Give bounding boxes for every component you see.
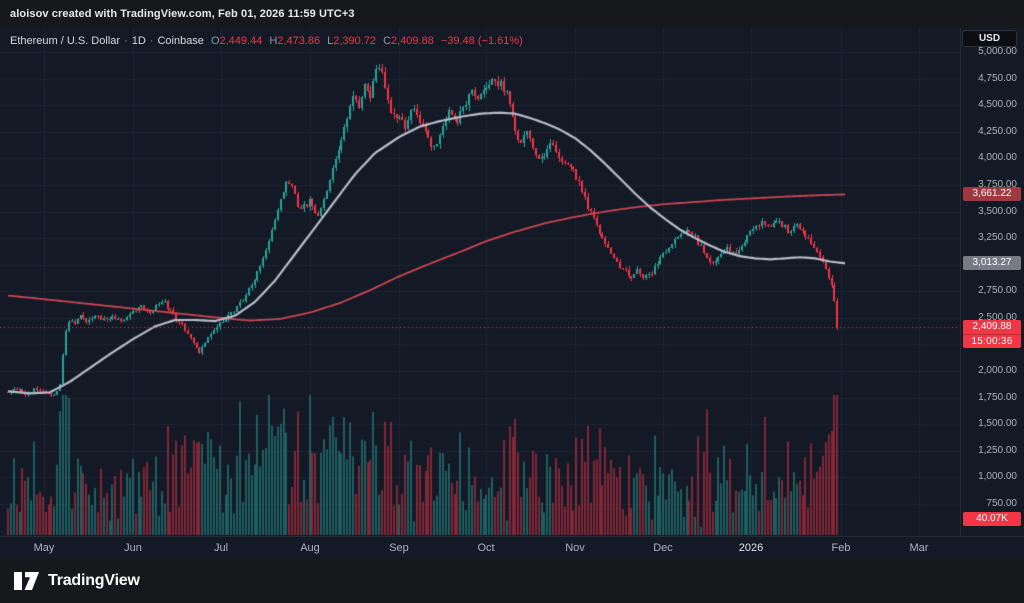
time-axis-label: Dec [653, 542, 673, 554]
tradingview-logo-icon [14, 571, 39, 590]
last-price-badge: 2,409.88 15:00:36 [963, 320, 1021, 349]
price-axis[interactable]: 750.00 1,000.00 1,250.00 1,500.00 1,750.00 2,… [960, 28, 1024, 536]
close-label: C [383, 35, 392, 47]
ma-fast-price-badge: 3,013.27 [963, 256, 1021, 271]
footer: TradingView [0, 558, 1024, 603]
low-value: 2,390.72 [333, 35, 377, 47]
time-axis-label: Mar [909, 542, 929, 554]
price-axis-label: 5,000.00 [978, 46, 1017, 57]
price-axis-label: 2,500.00 [978, 311, 1017, 323]
time-axis[interactable]: May Jun Jul Aug Sep Oct Nov Dec 2026 Feb Mar [0, 536, 1024, 558]
legend-separator: · [124, 35, 128, 47]
price-axis-label: 3,250.00 [978, 232, 1017, 244]
change-value: −39.48 (−1.61%) [440, 35, 523, 47]
symbol-legend: Ethereum / U.S. Dollar · 1D · Coinbase O2,449… [10, 35, 523, 47]
open-value: 2,449.44 [219, 35, 263, 47]
price-axis-label: 1,250.00 [978, 444, 1017, 456]
attribution-bar: aloisov created with TradingView.com, Fe… [0, 0, 1024, 28]
low-label: L [327, 35, 334, 47]
price-axis-label: 4,500.00 [978, 99, 1017, 111]
time-axis-label: 2026 [738, 542, 764, 554]
attribution-text: aloisov created with TradingView.com, Fe… [10, 8, 355, 20]
legend-separator: · [149, 35, 154, 47]
time-axis-label: Sep [389, 542, 409, 554]
chart-area: Ethereum / U.S. Dollar · 1D · Coinbase O2,449… [0, 28, 1024, 558]
close-value: 2,409.88 [391, 35, 434, 47]
time-axis-label: May [33, 542, 55, 554]
time-axis-label: Jun [124, 542, 142, 554]
symbol-interval[interactable]: 1D [131, 35, 146, 47]
time-axis-label: Oct [477, 542, 495, 554]
symbol-title[interactable]: Ethereum / U.S. Dollar [10, 35, 121, 47]
tradingview-wordmark: TradingView [48, 571, 140, 589]
price-axis-label: 1,750.00 [978, 391, 1017, 403]
ma-slow-price-badge: 3,661.22 [963, 187, 1021, 202]
time-axis-label: Aug [300, 542, 320, 554]
high-label: H [269, 35, 278, 47]
bar-countdown: 15:00:36 [963, 334, 1021, 349]
price-axis-label: 3,750.00 [978, 178, 1017, 190]
time-axis-label: Jul [213, 542, 229, 554]
price-axis-label: 4,000.00 [978, 152, 1017, 164]
price-axis-label: 2,000.00 [978, 365, 1017, 377]
currency-toggle-button[interactable]: USD [962, 30, 1017, 47]
price-axis-label: 1,500.00 [978, 418, 1017, 430]
price-axis-label: 3,500.00 [978, 205, 1017, 217]
last-price-value: 2,409.88 [972, 321, 1012, 333]
tradingview-logo-link[interactable]: TradingView [13, 570, 140, 592]
price-axis-label: 750.00 [986, 498, 1017, 509]
price-axis-label: 4,250.00 [978, 125, 1017, 137]
volume-badge: 40.07K [963, 512, 1021, 526]
price-axis-label: 1,000.00 [978, 471, 1017, 483]
price-axis-label: 4,750.00 [978, 72, 1017, 84]
time-axis-label: Nov [565, 542, 585, 554]
price-chart-canvas[interactable] [0, 28, 960, 536]
time-axis-label: Feb [831, 542, 851, 554]
symbol-exchange[interactable]: Coinbase [157, 35, 204, 47]
open-label: O [210, 35, 220, 47]
high-value: 2,473.86 [277, 35, 321, 47]
price-axis-label: 2,750.00 [978, 285, 1017, 297]
